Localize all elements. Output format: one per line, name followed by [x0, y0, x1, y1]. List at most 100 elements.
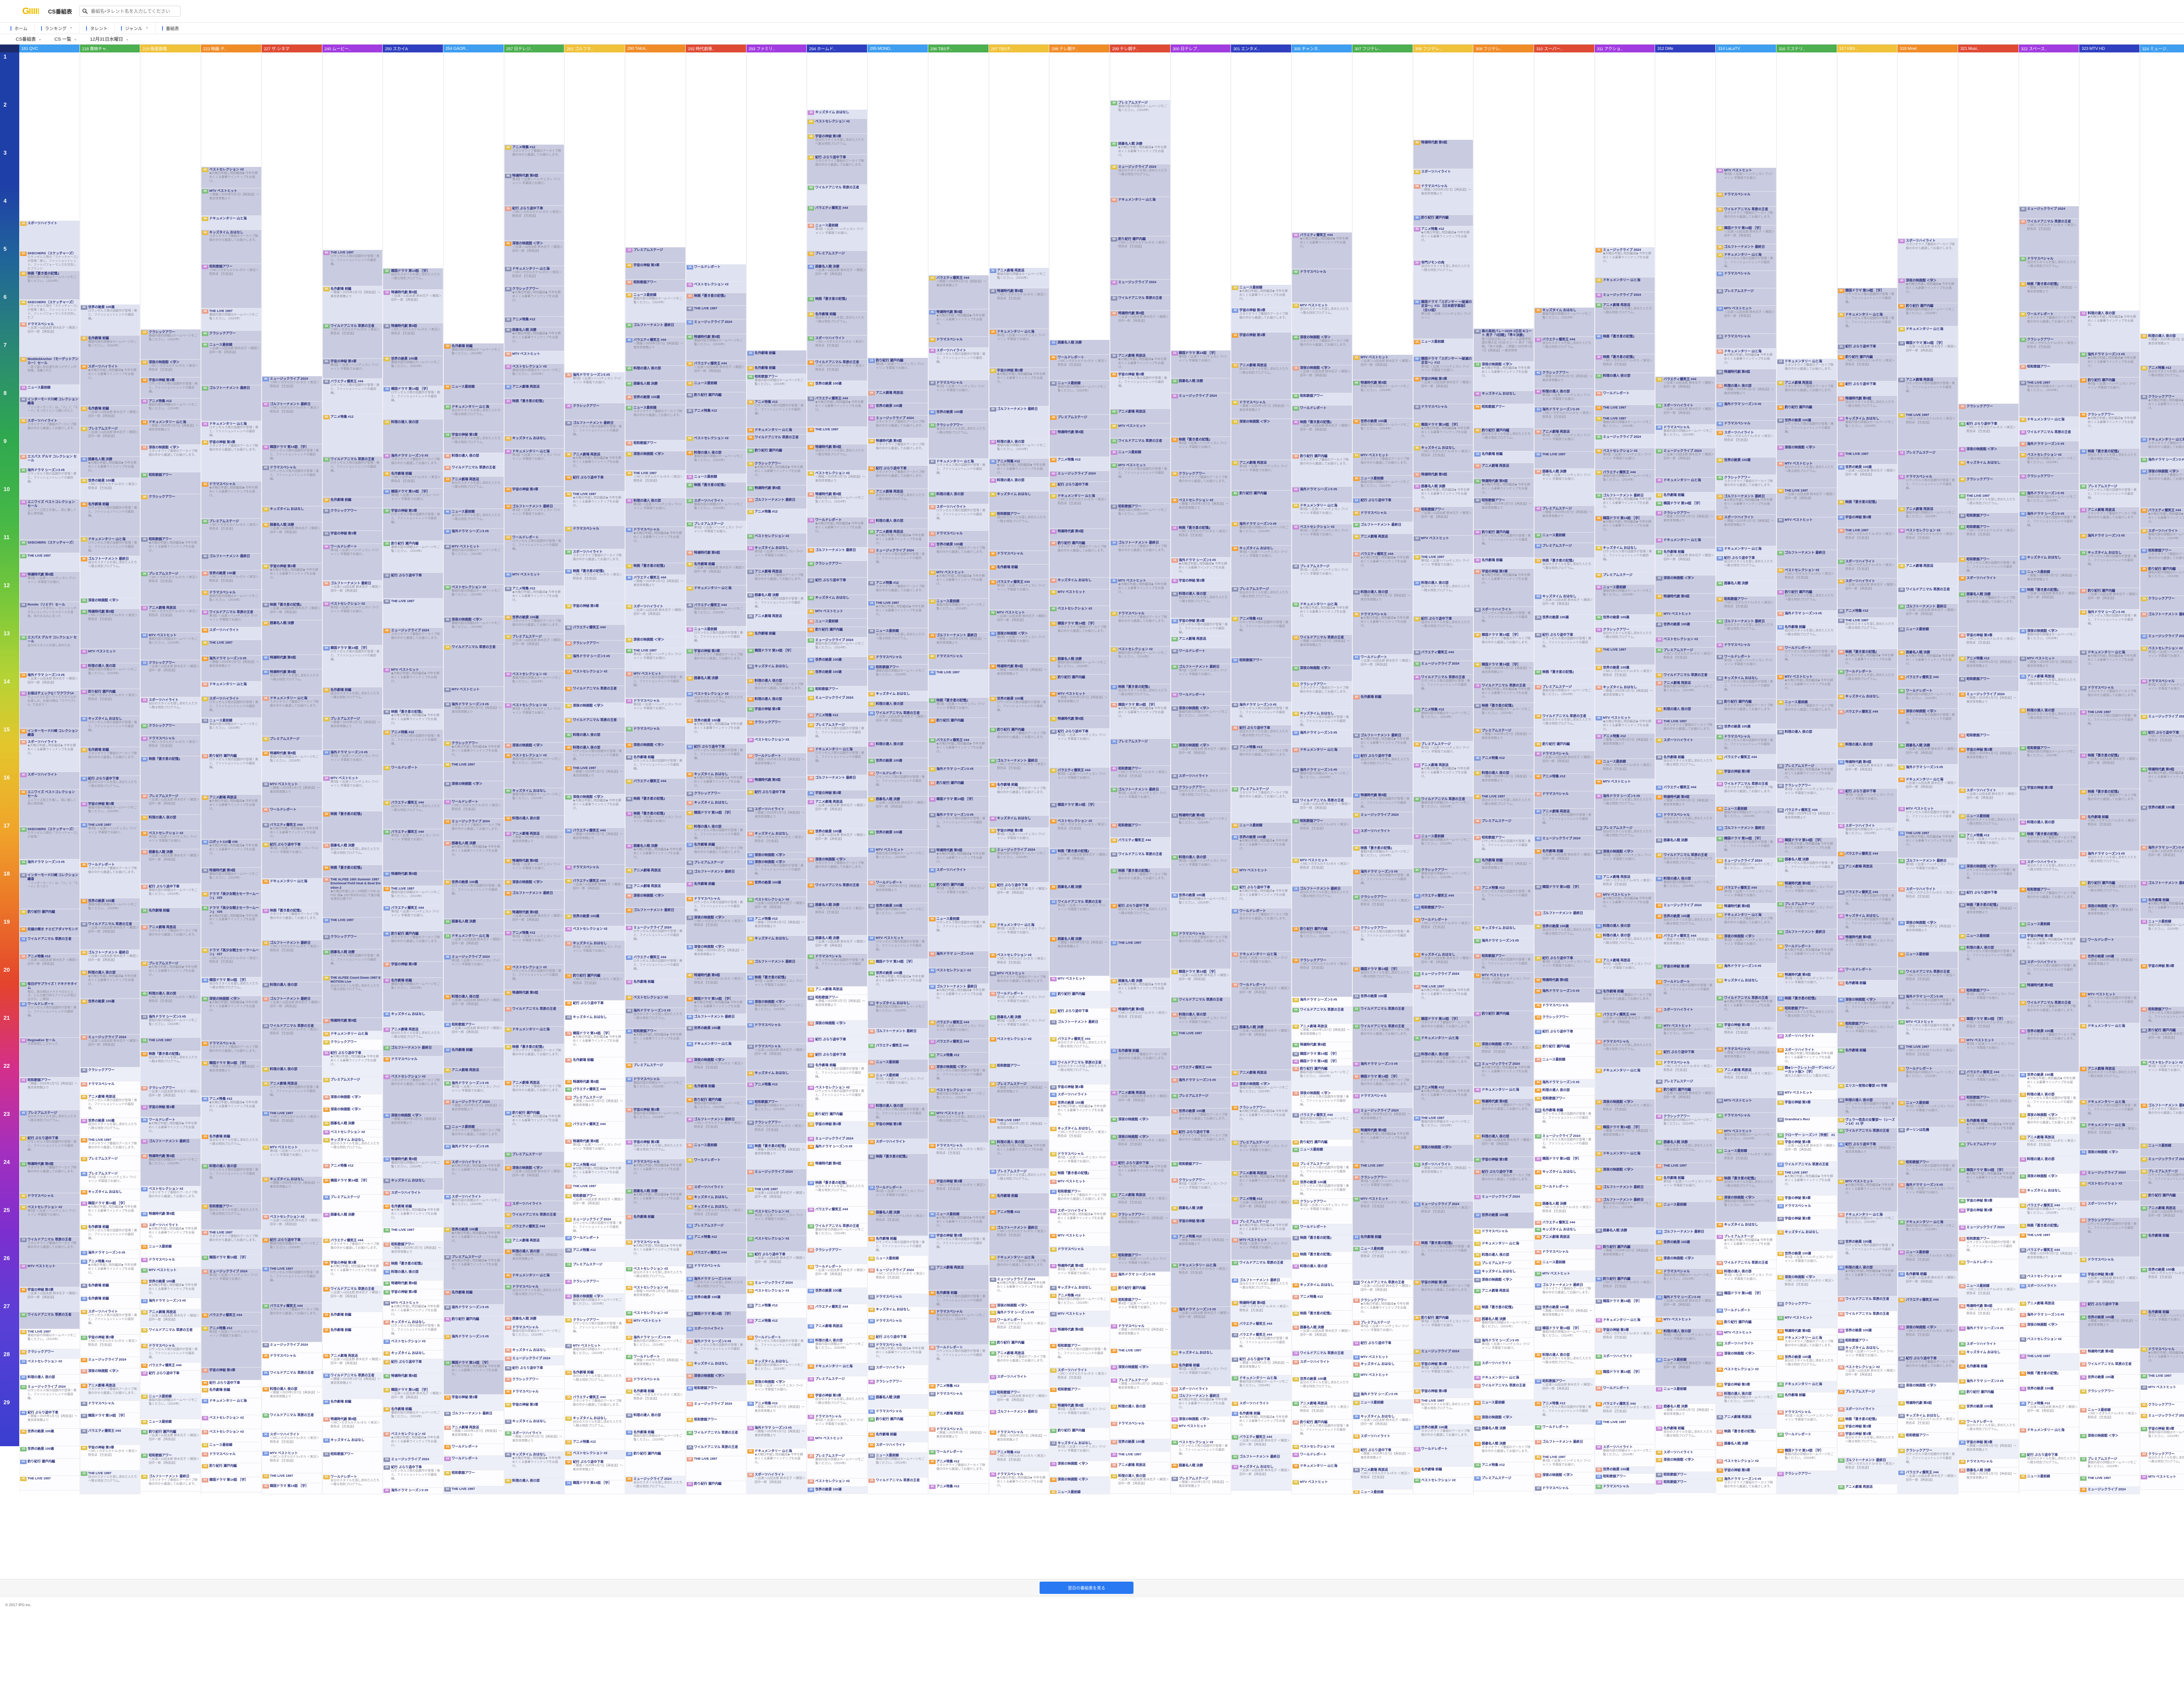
program-cell[interactable]: 45 ワールドレポート: [1171, 648, 1231, 664]
program-cell[interactable]: 45 昭和歌謡アワー 番組内容の詳細はホームページをご覧ください。（2024年）: [746, 374, 807, 399]
program-cell[interactable]: 15 ワールドレポート 第3話 ＜出演＞ハン・チェヨン ク・ジャソン 字幕版でお届け…: [868, 1185, 928, 1210]
program-cell[interactable]: 15 アニメ特集 #12 ＜出演＞山田太郎 鈴木花子 ＜解説＞田中一郎 【再放送】: [1231, 1196, 1292, 1219]
program-cell[interactable]: 00 ゴルフトーナメント 最終日: [807, 547, 867, 561]
program-cell[interactable]: 45 MTV ベストヒット 番組内容の詳細はホームページをご覧ください。（2024年…: [444, 544, 504, 585]
program-cell[interactable]: 15 特選時代劇 第8話: [504, 990, 564, 1006]
program-cell[interactable]: 00 プレミアムステージ ロサンゼルス発の話題作が登場！美と、ファッショントレンドの…: [1292, 1161, 1352, 1180]
program-cell[interactable]: 45 囲碁名人戦 決勝 ＜出演＞山田太郎 鈴木花子 ＜解説＞田中一郎 【再放送】: [1292, 1325, 1352, 1351]
program-cell[interactable]: 30 海外ドラマ シーズン3 #5: [1292, 997, 1352, 1007]
program-cell[interactable]: 30 特選時代劇 第8話 ＜MC＞ガダルカナル・タカ ＜実況＞野島卓 【生放送】: [1110, 1007, 1170, 1048]
program-cell[interactable]: 45 名作劇場 前編: [746, 631, 807, 648]
program-cell[interactable]: 00 スポーツハイライト: [868, 1365, 928, 1379]
program-cell[interactable]: 45 バラエティ爆笑王 #44 ＜出演＞山田太郎 鈴木花子 ＜解説＞田中一郎 【再放…: [1231, 1434, 1292, 1454]
program-cell[interactable]: 00 海外ドラマ シーズン3 #5 ロサンゼルス発の話題作が登場！美と、ファッション…: [928, 812, 988, 848]
program-cell[interactable]: 00 料理の達人 夜の部 ◆大晦日年越し特別編成◆ 今年を締めくくる豪華ラインナップ…: [80, 970, 140, 999]
nav-item-talent[interactable]: タレント: [80, 23, 115, 34]
program-cell[interactable]: 00 ミュージックライブ 2024: [383, 1457, 443, 1465]
program-cell[interactable]: 45 紀行 ぶらり途中下車 自分のスタイルを探し求めた人たちへ贈る特別プログラム。: [1231, 725, 1292, 745]
program-cell[interactable]: 30 MTV ベストヒット: [1352, 1372, 1413, 1392]
program-cell[interactable]: 45 料理の達人 夜の部 番組内容の詳細はホームページをご覧ください。（2024年）: [686, 450, 746, 474]
program-cell[interactable]: 15 ニュース最前線 ◆大晦日年越し特別編成◆ 今年を締めくくる豪華ラインナップをお…: [1231, 285, 1292, 308]
program-cell[interactable]: 30 キッズタイム おはなし: [868, 691, 928, 701]
program-cell[interactable]: 30 ベストセレクション #2 ◆大晦日年越し特別編成◆ 今年を締めくくる豪華ライン…: [383, 1431, 443, 1457]
program-cell[interactable]: 30 映画『蒼き星の記憶』 自分のスタイルを探し求めた人たちへ贈る特別プログラム。: [807, 1180, 867, 1207]
program-cell[interactable]: 00 名作劇場 前編 第3話 ＜出演＞ハン・チェヨン ク・ジャソン 字幕版でお届け。: [1171, 1363, 1231, 1386]
program-cell[interactable]: 45 ニュース最前線 第3話 ＜出演＞ハン・チェヨン ク・ジャソン 字幕版でお届け。: [807, 223, 867, 251]
program-cell[interactable]: 30 ワイルドアニマル 草原の王者: [746, 435, 807, 448]
program-cell[interactable]: 00 名作劇場 前編 ロサンゼルス発の話題作が登場！美と、ファッショントレンドの最前…: [625, 755, 685, 779]
program-cell[interactable]: 00 ワールドレポート: [1413, 1446, 1473, 1467]
program-cell[interactable]: 30 アニメ特集 #12 ◆大晦日年越し特別編成◆ 今年を締めくくる豪華ラインナップ…: [989, 459, 1049, 478]
program-cell[interactable]: 00 ドラマスペシャル ロサンゼルス発の話題作が登場！美と、ファッショントレンドの最…: [262, 465, 322, 506]
program-cell[interactable]: 15 アニメ特集 #12 ＜開催＞2025年1月7日【再放送】〜東京体育館より: [746, 916, 807, 936]
program-cell[interactable]: 30 ドキュメンタリー 山と海: [322, 1031, 383, 1039]
program-cell[interactable]: 30 クラシックアワー ◆大晦日年越し特別編成◆ 今年を締めくくる豪華ラインナップを…: [1352, 1298, 1413, 1320]
program-cell[interactable]: 00 特選時代劇 第8話 ＜MC＞ガダルカナル・タカ ＜実況＞野島卓 【生放送】: [1231, 1300, 1292, 1321]
program-cell[interactable]: 45 昭和歌謡アワー: [686, 1417, 746, 1430]
program-cell[interactable]: 45 ワイルドアニマル 草原の王者 ＜MC＞ガダルカナル・タカ ＜実況＞野島卓 【生…: [322, 323, 383, 359]
program-cell[interactable]: 15 深夜の映画館 ＜字＞ ロサンゼルス発の話題作が登場！美と、ファッショントレンド…: [1292, 1091, 1352, 1112]
nav-item-home[interactable]: ホーム: [4, 23, 35, 34]
program-cell[interactable]: 00 宇宙の神秘 第3章 ＜出演＞山田太郎 鈴木花子 ＜解説＞田中一郎 【再放送】: [1413, 376, 1473, 404]
program-cell[interactable]: 15 ベストセレクション #2 番組内容の詳細はホームページをご覧ください。（202…: [504, 364, 564, 384]
program-cell[interactable]: 15 韓国ドラマ 第14話 ［字］ スタジオライブ番組のアーカイブ映像の中から厳選し…: [1050, 621, 1109, 656]
program-cell[interactable]: 00 料理の達人 夜の部 ＜開催＞2025年1月7日【再放送】〜東京体育館より: [1352, 589, 1413, 612]
program-cell[interactable]: 45 特選時代劇 第8話 自分のスタイルを探し求めた人たちへ贈る特別プログラム。: [807, 444, 867, 471]
program-cell[interactable]: 15 ベストセレクション #2: [686, 282, 746, 293]
program-cell[interactable]: 30 ドキュメンタリー 山と海 ロサンゼルス発の話題作が登場！美と、ファッショントレ…: [928, 459, 988, 492]
program-cell[interactable]: 00 スポーツハイライト スタジオライブ番組のアーカイブ映像の中から厳選してお届けし…: [20, 418, 79, 454]
program-cell[interactable]: 00 クラシックアワー ＜出演＞山田太郎 鈴木花子 ＜解説＞田中一郎 【再放送】: [141, 1085, 201, 1105]
program-cell[interactable]: 15 韓国ドラマ 第14話 ［字］ 第3話 ＜出演＞ハン・チェヨン ク・ジャソン 字…: [1171, 350, 1231, 378]
program-cell[interactable]: 45 韓国ドラマ 第14話 ［字］ スタジオライブ番組のアーカイブ映像の中から厳選し…: [1352, 1074, 1413, 1093]
program-cell[interactable]: 00 宇宙の神秘 第3章: [1050, 1084, 1109, 1092]
program-cell[interactable]: 45 海外ドラマ シーズン3 #5 自分のスタイルを探し求めた人たちへ贈る特別プログ…: [625, 1008, 685, 1028]
program-cell[interactable]: 00 ゴルフトーナメント 最終日: [989, 1409, 1049, 1430]
program-cell[interactable]: 15 MTV ベストヒット: [141, 1267, 201, 1279]
program-cell[interactable]: 45 ワールドレポート ロサンゼルス発の話題作が登場！美と、ファッショントレンドの最…: [928, 1345, 988, 1383]
program-cell[interactable]: 30 世界の絶景 100選 番組内容の詳細はホームページをご覧ください。（2024年…: [1171, 893, 1231, 931]
program-cell[interactable]: 30 ワールドレポート ＜MC＞ガダルカナル・タカ ＜実況＞野島卓 【生放送】: [1413, 917, 1473, 952]
program-cell[interactable]: 45 アニメ特集 #12 ◆大晦日年越し特別編成◆ 今年を締めくくる豪華ラインナップ…: [201, 1096, 261, 1134]
program-cell[interactable]: 15 宇宙の神秘 第3章: [1231, 332, 1292, 363]
program-cell[interactable]: 00 ドラマスペシャル スタジオライブ番組のアーカイブ映像の中から厳選してお届けしま…: [201, 1041, 261, 1060]
program-cell[interactable]: 15 特選時代劇 第8話 ◆大晦日年越し特別編成◆ 今年を締めくくる豪華ラインナップ…: [928, 848, 988, 867]
program-cell[interactable]: 00 ワールドレポート ＜MC＞ガダルカナル・タカ ＜実況＞野島卓 【生放送】: [1050, 355, 1109, 381]
program-cell[interactable]: 00 映画『蒼き星の記憶』: [322, 865, 383, 877]
program-cell[interactable]: 15 ドラマスペシャル: [1352, 1093, 1413, 1108]
program-cell[interactable]: 15 海外ドラマ シーズン3 #5 ◆大晦日年越し特別編成◆ 今年を締めくくる豪華ラ…: [1171, 558, 1231, 578]
program-cell[interactable]: 15 映画『蒼き星の記憶』 スタジオライブ番組のアーカイブ映像の中から厳選してお届け…: [1110, 868, 1170, 903]
channel-header[interactable]: 295 MOND..: [867, 45, 928, 52]
program-cell[interactable]: 30 ドラマスペシャル 第3話 ＜出演＞ハン・チェヨン ク・ジャソン 字幕版でお届け…: [807, 1414, 867, 1436]
program-cell[interactable]: 00 クラシックアワー: [141, 723, 201, 736]
program-cell[interactable]: 30 世界の絶景 100選 スタジオライブ番組のアーカイブ映像の中から厳選してお届け…: [1413, 1425, 1473, 1446]
program-cell[interactable]: 15 THE LIVE 1997: [383, 1227, 443, 1242]
program-cell[interactable]: 45 ミュージックライブ 2024: [1171, 393, 1231, 437]
program-cell[interactable]: 45 名作劇場 前編 番組内容の詳細はホームページをご覧ください。（2024年）: [383, 978, 443, 1011]
program-cell[interactable]: 15 海外ドラマ シーズン3 #5: [989, 1310, 1049, 1317]
program-cell[interactable]: 00 キッズタイム おはなし ◆大晦日年越し特別編成◆ 今年を締めくくる豪華ラインナ…: [686, 772, 746, 791]
program-cell[interactable]: 30 ニュース最前線: [1352, 1489, 1413, 1494]
program-cell[interactable]: 15 キッズタイム おはなし 自分のスタイルを探し求めた人たちへ贈る特別プログラム。: [565, 1416, 625, 1439]
program-cell[interactable]: 45 THE LIVE 1997 自分のスタイルを探し求めた人たちへ贈る特別プログラ…: [1474, 794, 1534, 818]
program-cell[interactable]: 00 宇宙の神秘 第3章 ◆大晦日年越し特別編成◆ 今年を締めくくる豪華ラインナップ…: [262, 564, 322, 602]
program-cell[interactable]: 45 アニメ劇場 再放送: [444, 1067, 504, 1080]
program-cell[interactable]: 00 ベストセレクション #2: [625, 1310, 685, 1318]
program-cell[interactable]: 00 深夜の映画館 ＜字＞ 番組内容の詳細はホームページをご覧ください。（2024年…: [746, 999, 807, 1022]
program-cell[interactable]: 00 ニュース最前線: [1231, 823, 1292, 835]
channel-header[interactable]: 262 ゴルフネ..: [564, 45, 625, 52]
program-cell[interactable]: 15 ワイルドアニマル 草原の王者 スタジオライブ番組のアーカイブ映像の中から厳選し…: [20, 1237, 79, 1264]
program-cell[interactable]: 45 料理の達人 夜の部 自分のスタイルを探し求めた人たちへ贈る特別プログラム。: [1171, 591, 1231, 618]
program-cell[interactable]: 30 昭和歌謡アワー 番組内容の詳細はホームページをご覧ください。（2024年）: [868, 665, 928, 691]
program-cell[interactable]: 00 ゴルフトーナメント 最終日: [141, 1139, 201, 1153]
program-cell[interactable]: 30 韓国ドラマ 第14話 ［字］ スタジオライブ番組のアーカイブ映像の中から厳選し…: [1413, 1016, 1473, 1035]
program-cell[interactable]: 00 特選時代劇 第8話: [262, 655, 322, 669]
program-cell[interactable]: 15 ニュース最前線 番組内容の詳細はホームページをご覧ください。（2024年）: [201, 718, 261, 753]
program-cell[interactable]: 00 ドラマスペシャル: [928, 1391, 988, 1411]
program-cell[interactable]: 45 世界の絶景 100選 ◆大晦日年越し特別編成◆ 今年を締めくくる豪華ラインナッ…: [686, 718, 746, 744]
program-cell[interactable]: 15 プレミアムステージ: [80, 1156, 140, 1171]
program-cell[interactable]: 00 ドキュメンタリー 山と海: [504, 1273, 564, 1284]
program-cell[interactable]: 45 MTV ベストヒット 番組内容の詳細はホームページをご覧ください。（2024年…: [565, 1343, 625, 1370]
program-cell[interactable]: 00 スポーツハイライト ◆大晦日年越し特別編成◆ 今年を締めくくる豪華ラインナップ…: [80, 364, 140, 406]
program-cell[interactable]: 00 囲碁名人戦 決勝 ＜出演＞山田太郎 鈴木花子 ＜解説＞田中一郎 【再放送】: [807, 935, 867, 954]
program-cell[interactable]: 45 特選時代劇 第8話: [1413, 140, 1473, 169]
